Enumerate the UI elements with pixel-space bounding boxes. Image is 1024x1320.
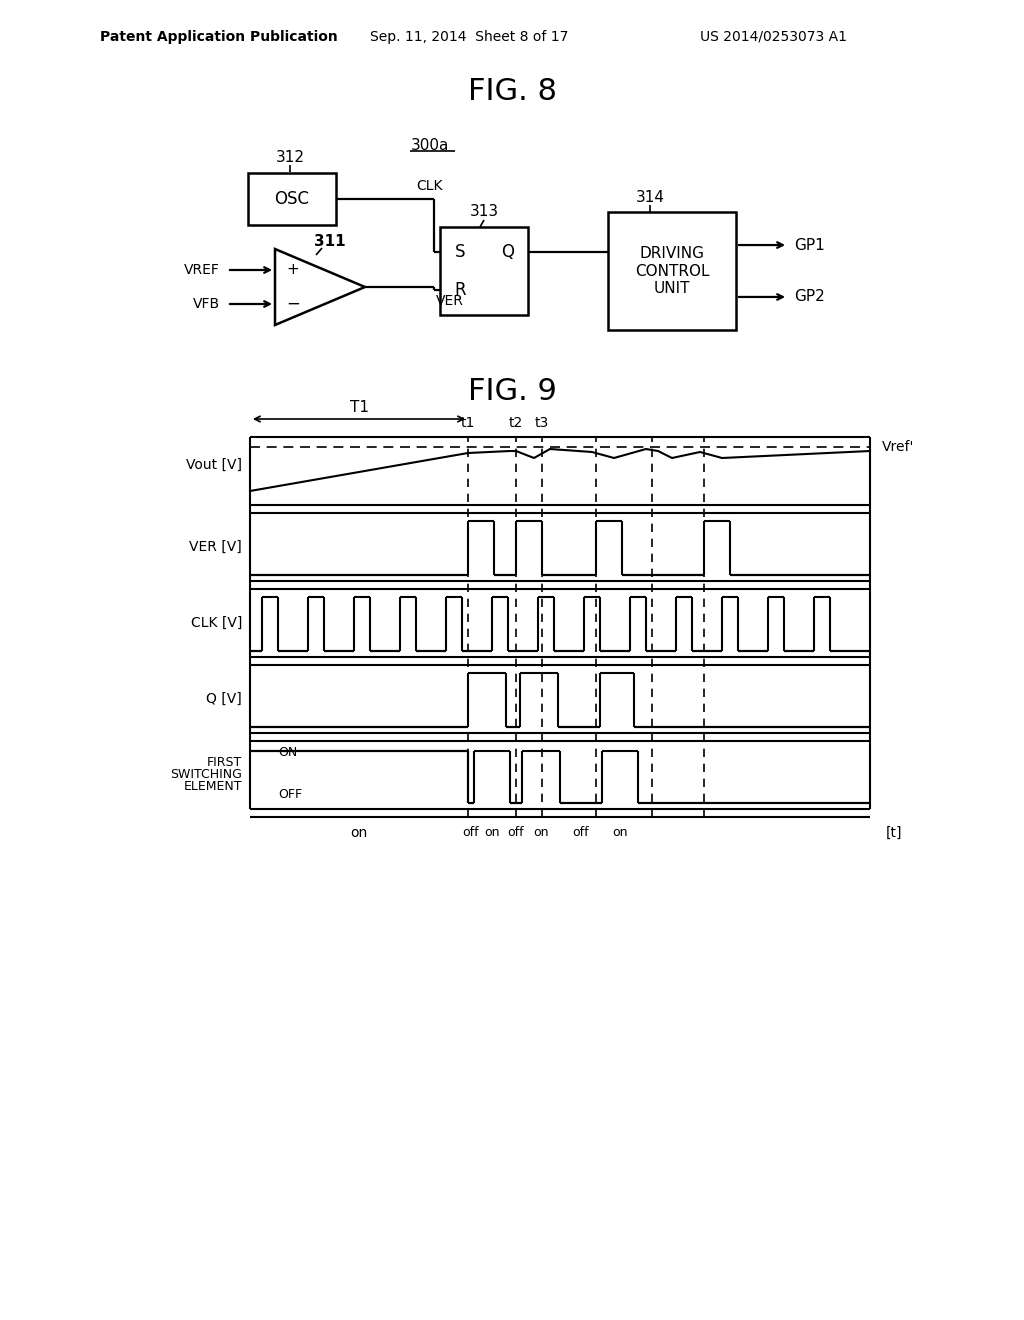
Text: DRIVING
CONTROL
UNIT: DRIVING CONTROL UNIT: [635, 246, 710, 296]
Bar: [440, 227, 528, 315]
Text: VFB: VFB: [193, 297, 220, 312]
Text: VER [V]: VER [V]: [189, 540, 242, 554]
Text: FIRST: FIRST: [207, 756, 242, 770]
Text: on: on: [612, 826, 628, 840]
Text: Sep. 11, 2014  Sheet 8 of 17: Sep. 11, 2014 Sheet 8 of 17: [370, 30, 568, 44]
Text: 313: 313: [469, 205, 499, 219]
Text: CLK: CLK: [416, 180, 442, 193]
Text: Vref': Vref': [882, 440, 914, 454]
Text: Q: Q: [502, 243, 514, 260]
Text: OSC: OSC: [274, 190, 309, 209]
Text: US 2014/0253073 A1: US 2014/0253073 A1: [700, 30, 847, 44]
Text: on: on: [484, 826, 500, 840]
Text: 312: 312: [275, 150, 304, 165]
Text: SWITCHING: SWITCHING: [170, 768, 242, 781]
Text: FIG. 8: FIG. 8: [468, 78, 556, 107]
Text: t1: t1: [461, 416, 475, 430]
Text: ELEMENT: ELEMENT: [183, 780, 242, 793]
Text: T1: T1: [349, 400, 369, 414]
Text: +: +: [287, 263, 299, 277]
Text: 311: 311: [314, 235, 346, 249]
Text: 300a: 300a: [411, 137, 450, 153]
Text: CLK [V]: CLK [V]: [190, 616, 242, 630]
Text: FIG. 9: FIG. 9: [468, 378, 556, 407]
Text: −: −: [286, 294, 300, 313]
Text: off: off: [508, 826, 524, 840]
Text: Patent Application Publication: Patent Application Publication: [100, 30, 338, 44]
Text: off: off: [463, 826, 479, 840]
Text: R: R: [455, 281, 466, 300]
Text: t2: t2: [509, 416, 523, 430]
Text: VER: VER: [436, 294, 464, 308]
Text: ON: ON: [278, 747, 297, 759]
Text: VREF: VREF: [184, 263, 220, 277]
Text: GP1: GP1: [794, 238, 824, 252]
Text: on: on: [534, 826, 549, 840]
Text: GP2: GP2: [794, 289, 824, 305]
Text: S: S: [455, 243, 465, 260]
Text: t3: t3: [535, 416, 549, 430]
Text: Vout [V]: Vout [V]: [186, 458, 242, 473]
Text: OFF: OFF: [278, 788, 302, 801]
Bar: [608, 213, 736, 330]
Text: 314: 314: [636, 190, 665, 206]
Bar: [248, 173, 336, 224]
Text: Q [V]: Q [V]: [206, 692, 242, 706]
Text: [t]: [t]: [886, 826, 902, 840]
Text: off: off: [572, 826, 590, 840]
Text: on: on: [350, 826, 368, 840]
